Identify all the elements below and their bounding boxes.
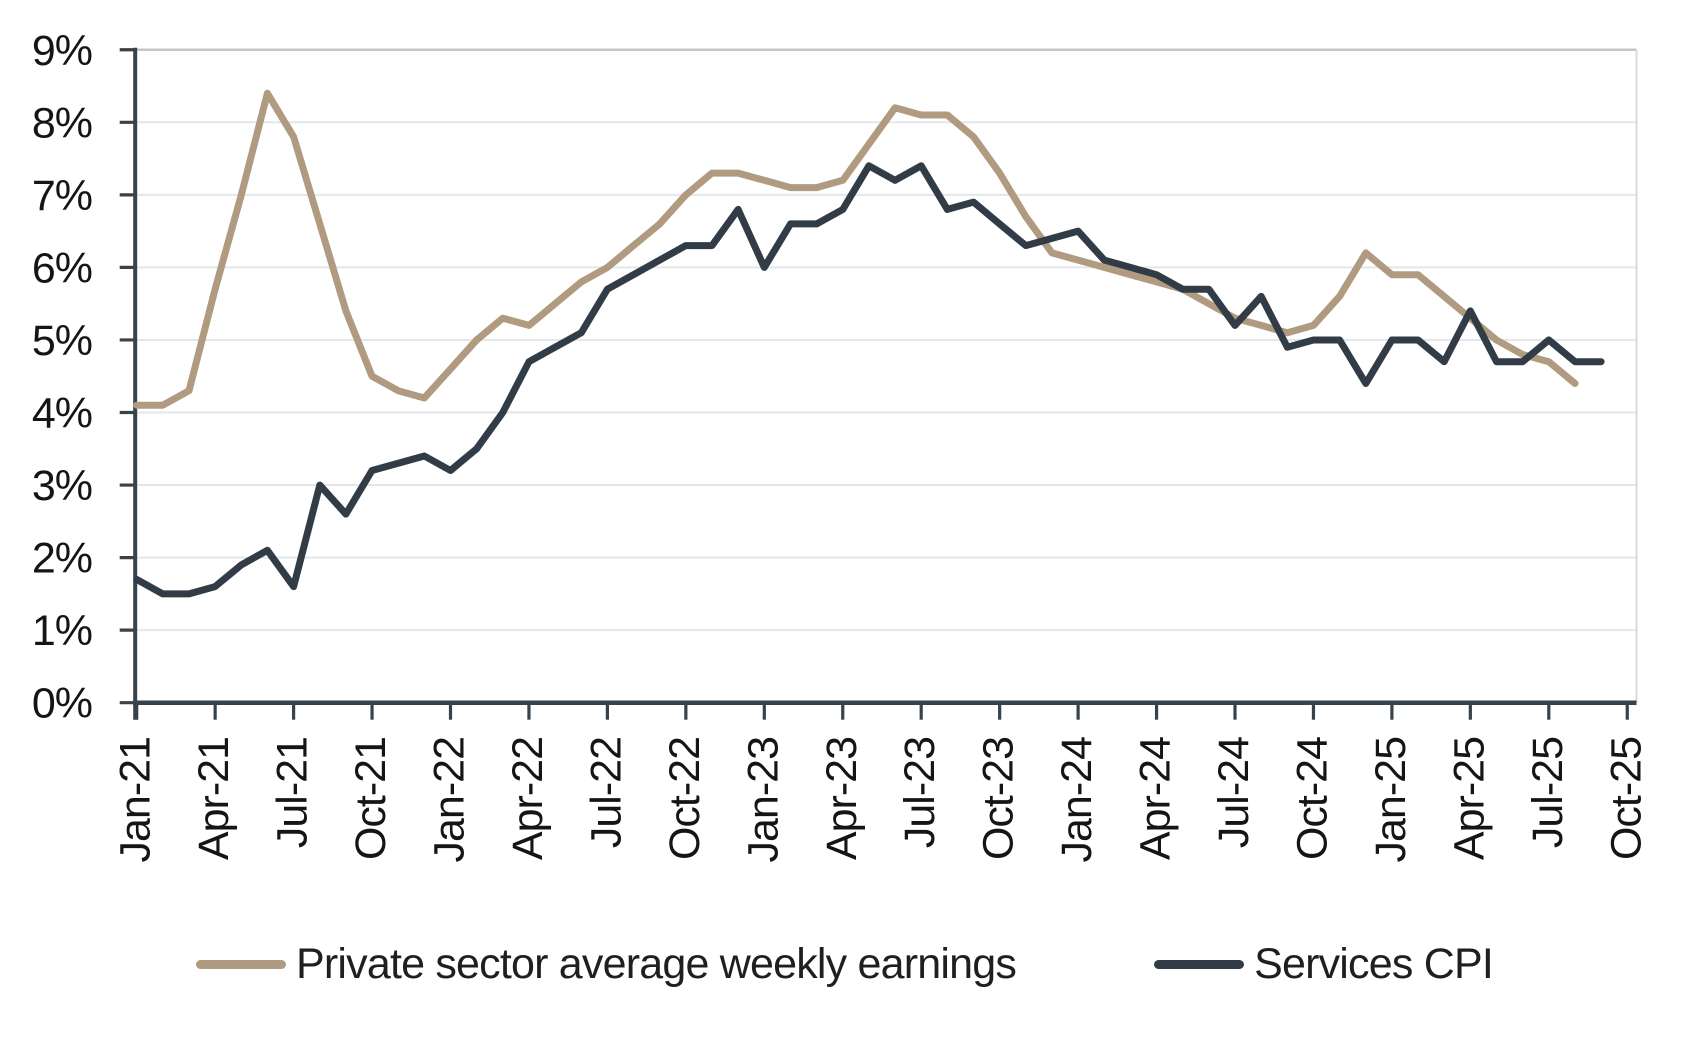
- x-axis-label: Jan-22: [426, 737, 474, 862]
- legend-item-services-cpi: Services CPI: [1154, 939, 1494, 989]
- y-axis-label: 1%: [32, 607, 92, 655]
- legend-label-awe: Private sector average weekly earnings: [295, 939, 1017, 988]
- y-axis-label: 6%: [32, 244, 92, 292]
- awe-line-swatch: [195, 959, 286, 969]
- legend-item-private-sector-awe: Private sector average weekly earnings: [195, 939, 1017, 989]
- chart-legend: Private sector average weekly earnings S…: [0, 934, 1689, 994]
- x-axis-label: Apr-24: [1132, 737, 1180, 860]
- y-axis-label: 8%: [32, 99, 92, 147]
- x-axis-label: Apr-23: [818, 737, 866, 860]
- y-axis-label: 3%: [32, 462, 92, 510]
- x-axis-label: Jan-24: [1053, 737, 1101, 863]
- y-axis-label: 4%: [32, 390, 92, 438]
- x-axis-label: Apr-25: [1445, 737, 1493, 860]
- y-axis-label: 5%: [32, 317, 92, 365]
- y-axis-label: 0%: [32, 680, 92, 728]
- x-axis-label: Jul-21: [269, 737, 317, 848]
- x-axis-label: Oct-22: [661, 737, 709, 860]
- x-axis-label: Oct-25: [1602, 737, 1650, 860]
- x-axis-label: Apr-22: [504, 737, 552, 860]
- x-axis-label: Jul-22: [582, 737, 630, 848]
- y-axis-label: 9%: [32, 27, 92, 75]
- x-axis-label: Oct-24: [1288, 737, 1336, 860]
- x-axis-label: Jul-24: [1210, 737, 1258, 848]
- x-axis-label: Jan-21: [112, 737, 160, 862]
- series-line-cpi: [133, 162, 1605, 598]
- cpi-line-swatch: [1154, 959, 1245, 969]
- x-axis-label: Oct-23: [975, 737, 1023, 860]
- y-axis-label: 7%: [32, 172, 92, 220]
- x-axis-label: Jan-25: [1367, 737, 1415, 863]
- series-line-awe: [133, 89, 1579, 409]
- legend-label-cpi: Services CPI: [1254, 939, 1494, 988]
- x-axis-label: Jul-23: [896, 737, 944, 848]
- y-axis-label: 2%: [32, 535, 92, 583]
- x-axis-label: Oct-21: [347, 737, 395, 860]
- x-axis-label: Apr-21: [190, 737, 238, 860]
- x-axis-label: Jul-25: [1524, 737, 1572, 848]
- x-axis-label: Jan-23: [739, 737, 787, 863]
